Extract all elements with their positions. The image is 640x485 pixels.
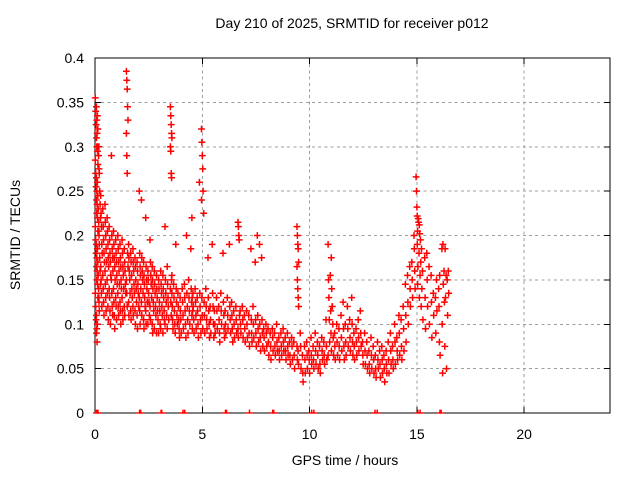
- chart-title: Day 210 of 2025, SRMTID for receiver p01…: [215, 15, 488, 31]
- y-tick-label: 0.05: [57, 361, 84, 377]
- x-axis-label: GPS time / hours: [292, 452, 399, 468]
- x-tick-label: 20: [516, 426, 532, 442]
- x-tick-label: 5: [198, 426, 206, 442]
- grid-lines: [95, 58, 610, 413]
- y-tick-label: 0.1: [65, 316, 85, 332]
- x-tick-label: 10: [302, 426, 318, 442]
- y-tick-label: 0.3: [65, 139, 85, 155]
- y-tick-label: 0: [76, 405, 84, 421]
- x-tick-label: 0: [91, 426, 99, 442]
- scatter-plus-markers: [91, 67, 453, 414]
- y-tick-label: 0.25: [57, 183, 84, 199]
- y-tick-label: 0.15: [57, 272, 84, 288]
- y-tick-label: 0.2: [65, 228, 85, 244]
- y-axis-label: SRMTID / TECUs: [7, 180, 23, 290]
- x-tick-label: 15: [409, 426, 425, 442]
- y-tick-label: 0.35: [57, 94, 84, 110]
- tick-labels: 0 0.05 0.1 0.15 0.2 0.25 0.3 0.35 0.4 0 5 10 15 20: [57, 50, 532, 442]
- data-points: [91, 67, 453, 414]
- y-tick-label: 0.4: [65, 50, 85, 66]
